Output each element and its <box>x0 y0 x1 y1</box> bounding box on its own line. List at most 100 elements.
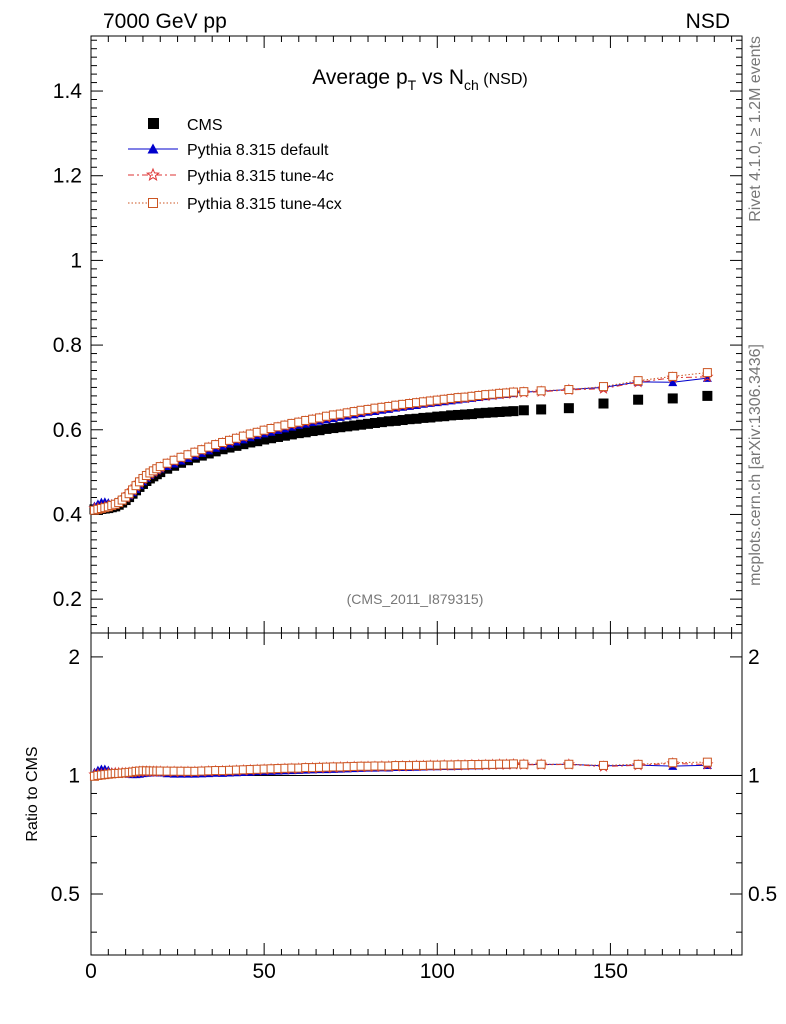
ratio-tick-label-left: 0.5 <box>51 883 80 906</box>
cms-data-point <box>418 412 429 423</box>
legend-entry-default: Pythia 8.315 default <box>128 142 329 159</box>
series-line <box>94 372 708 511</box>
cms-data-point <box>473 408 484 419</box>
y-tick-label: 0.6 <box>53 419 82 442</box>
x-tick-label: 150 <box>593 960 628 983</box>
tune-4cx-marker <box>633 759 643 769</box>
cms-data-point <box>425 412 436 423</box>
cms-data-point <box>536 404 547 415</box>
tune-4cx-marker <box>702 368 712 378</box>
header-left: 7000 GeV pp <box>103 10 227 33</box>
x-tick-label: 0 <box>85 960 97 983</box>
cms-data-point <box>328 423 339 434</box>
tune-4cx-marker <box>508 759 518 769</box>
cms-data-point <box>518 405 529 416</box>
tune-4cx-marker <box>564 759 574 769</box>
series-line <box>94 376 708 509</box>
cms-data-point <box>598 398 609 409</box>
cms-data-point <box>363 418 374 429</box>
ratio-panel-frame <box>90 632 743 956</box>
ratio-tick-labels: 0.5 1 2 0.5 1 2 <box>51 646 777 906</box>
cms-data-point <box>238 439 249 450</box>
cms-data-point <box>335 422 346 433</box>
cms-data-point <box>272 431 283 442</box>
cms-data-point <box>633 394 644 405</box>
side-label-upper: Rivet 4.1.0, ≥ 1.2M events <box>747 36 764 222</box>
legend-marker-triangle <box>147 143 159 154</box>
cms-data-point <box>397 415 408 426</box>
side-label-lower: mcplots.cern.ch [arXiv:1306.3436] <box>747 344 764 586</box>
ratio-y-axis-label: Ratio to CMS <box>24 746 41 841</box>
y-tick-label: 0.2 <box>53 588 82 611</box>
x-tick-labels: 0 50 100 150 <box>85 960 628 983</box>
cms-data-point <box>563 403 574 414</box>
main-plot-data <box>88 368 714 515</box>
cms-data-point <box>390 415 401 426</box>
legend-marker-open-square <box>148 198 158 208</box>
tune-4cx-marker <box>536 386 546 396</box>
cms-data-point <box>342 421 353 432</box>
analysis-tag: (CMS_2011_I879315) <box>347 591 484 607</box>
ratio-axis-ticks <box>90 633 742 955</box>
cms-data-point <box>376 417 387 428</box>
cms-data-point <box>349 420 360 431</box>
cms-data-point <box>266 433 277 444</box>
legend-marker-square <box>148 118 159 129</box>
cms-data-point <box>314 425 325 436</box>
y-tick-label: 0.8 <box>53 334 82 357</box>
cms-data-point <box>252 436 263 447</box>
ratio-tick-label-right: 1 <box>748 764 760 787</box>
cms-data-point <box>293 428 304 439</box>
y-tick-label: 1.2 <box>53 165 82 188</box>
cms-data-point <box>279 430 290 441</box>
cms-data-point <box>404 414 415 425</box>
ratio-tick-label-left: 2 <box>68 646 80 669</box>
tune-4cx-marker <box>519 759 529 769</box>
main-y-tick-labels: 0.2 0.4 0.6 0.8 1 1.2 1.4 <box>53 80 83 611</box>
cms-data-point <box>446 410 457 421</box>
cms-data-point <box>300 427 311 438</box>
x-tick-label: 100 <box>420 960 455 983</box>
cms-data-point <box>383 416 394 427</box>
legend-label: Pythia 8.315 tune-4c <box>187 168 334 185</box>
tune-4cx-marker <box>633 376 643 386</box>
default-marker <box>668 377 678 387</box>
cms-data-point <box>369 417 380 428</box>
ratio-tick-label-left: 1 <box>68 764 80 787</box>
legend-entry-tune-4cx: Pythia 8.315 tune-4cx <box>128 196 342 213</box>
tune-4cx-marker <box>564 385 574 395</box>
tune-4cx-marker <box>668 371 678 381</box>
cms-data-point <box>321 423 332 434</box>
cms-data-point <box>480 407 491 418</box>
cms-data-point <box>286 429 297 440</box>
y-tick-label: 1 <box>70 249 82 272</box>
cms-data-point <box>702 390 713 401</box>
cms-data-point <box>453 409 464 420</box>
legend-label: Pythia 8.315 tune-4cx <box>187 196 342 213</box>
tune-4cx-marker <box>508 387 518 397</box>
tune-4cx-marker <box>536 759 546 769</box>
legend-entry-tune-4c: Pythia 8.315 tune-4c <box>128 167 334 185</box>
legend: CMS Pythia 8.315 default Pythia 8.315 tu… <box>128 117 342 213</box>
tune-4cx-marker <box>598 760 608 770</box>
cms-data-point <box>439 411 450 422</box>
cms-data-point <box>259 434 270 445</box>
cms-data-point <box>501 406 512 417</box>
legend-entry-cms: CMS <box>148 117 223 134</box>
cms-data-point <box>459 409 470 420</box>
cms-data-point <box>411 413 422 424</box>
ratio-tick-label-right: 2 <box>748 646 760 669</box>
tune-4cx-marker <box>702 757 712 767</box>
tune-4cx-marker <box>598 382 608 392</box>
legend-marker-star <box>145 167 161 181</box>
y-tick-label: 1.4 <box>53 80 83 103</box>
legend-label: CMS <box>187 117 223 134</box>
cms-data-point <box>667 393 678 404</box>
series-line <box>94 377 708 507</box>
main-axis-ticks <box>90 36 742 633</box>
cms-data-point <box>245 437 256 448</box>
cms-data-point <box>356 419 367 430</box>
x-tick-label: 50 <box>252 960 275 983</box>
ratio-tick-label-right: 0.5 <box>748 883 777 906</box>
